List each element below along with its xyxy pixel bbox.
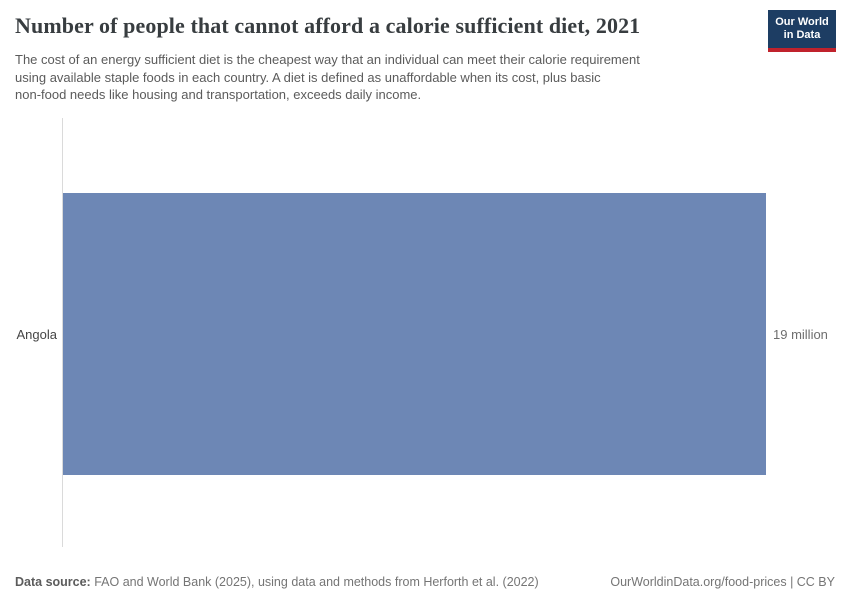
page-title: Number of people that cannot afford a ca… [15, 13, 641, 38]
subtitle-line-2: using available staple foods in each cou… [15, 69, 601, 85]
owid-url-link[interactable]: OurWorldinData.org/food-prices | CC BY [610, 575, 835, 589]
owid-logo-line-2: in Data [783, 29, 821, 41]
entity-label-angola: Angola [16, 326, 57, 342]
subtitle-line-3: non-food needs like housing and transpor… [15, 87, 422, 102]
owid-logo[interactable]: Our World in Data [768, 10, 836, 52]
value-label-angola: 19 million [773, 326, 828, 342]
subtitle-line-1: The cost of an energy sufficient diet is… [15, 52, 640, 67]
chart-subtitle: The cost of an energy sufficient diet is… [15, 51, 640, 104]
data-source-note: Data source: FAO and World Bank (2025), … [15, 575, 539, 589]
bar-angola[interactable] [63, 193, 766, 475]
data-source-label: Data source: [15, 575, 91, 589]
data-source-text: FAO and World Bank (2025), using data an… [94, 575, 539, 589]
plot-area [63, 193, 766, 475]
owid-logo-line-1: Our World [775, 16, 829, 28]
chart-footer: Data source: FAO and World Bank (2025), … [15, 575, 835, 589]
y-axis-line [62, 118, 63, 547]
